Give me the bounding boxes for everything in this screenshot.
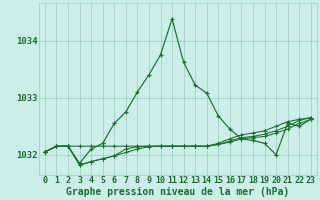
- X-axis label: Graphe pression niveau de la mer (hPa): Graphe pression niveau de la mer (hPa): [66, 186, 290, 197]
